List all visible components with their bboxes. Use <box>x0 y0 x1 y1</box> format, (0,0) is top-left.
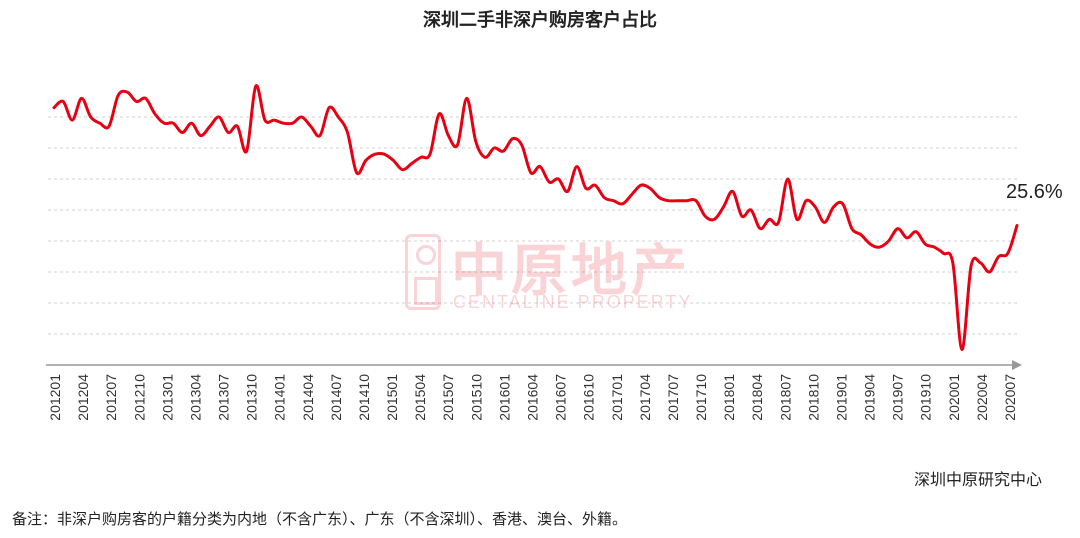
x-tick-label: 201307 <box>216 374 232 421</box>
series-line <box>52 84 1019 352</box>
x-tick-label: 201804 <box>749 374 765 421</box>
x-tick-label: 201207 <box>103 374 119 421</box>
x-axis-arrow-icon <box>1012 360 1022 370</box>
x-tick-label: 201807 <box>777 374 793 421</box>
x-tick-label: 201910 <box>918 374 934 421</box>
x-tick-label: 201607 <box>553 374 569 421</box>
gridlines <box>48 116 1017 335</box>
x-tick-label: 201504 <box>412 374 428 421</box>
x-tick-label: 201610 <box>581 374 597 421</box>
x-tick-label: 201404 <box>300 374 316 421</box>
x-tick-label: 201304 <box>187 374 203 421</box>
x-tick-label: 201810 <box>805 374 821 421</box>
x-tick-label: 201707 <box>665 374 681 421</box>
x-tick-label: 201601 <box>496 374 512 421</box>
x-tick-label: 201704 <box>637 374 653 421</box>
last-value-label: 25.6% <box>1006 181 1063 203</box>
x-tick-label: 201701 <box>609 374 625 421</box>
x-tick-label: 201301 <box>159 374 175 421</box>
x-tick-label: 202001 <box>946 374 962 421</box>
source-label: 深圳中原研究中心 <box>913 470 1042 489</box>
x-tick-label: 201507 <box>440 374 456 421</box>
x-tick-label: 201510 <box>468 374 484 421</box>
chart-title: 深圳二手非深户购房客户占比 <box>423 10 657 31</box>
x-tick-label: 201201 <box>47 374 63 421</box>
x-tick-label: 201901 <box>833 374 849 421</box>
x-tick-label: 202004 <box>974 374 990 421</box>
x-tick-label: 201210 <box>131 374 147 421</box>
x-tick-label: 201204 <box>75 374 91 421</box>
x-tick-label: 201907 <box>890 374 906 421</box>
x-tick-label: 201904 <box>862 374 878 421</box>
x-tick-label: 201710 <box>693 374 709 421</box>
x-tick-label: 201604 <box>525 374 541 421</box>
x-axis <box>46 360 1022 370</box>
x-tick-label: 202007 <box>1002 374 1018 421</box>
x-tick-label: 201310 <box>244 374 260 421</box>
footnote: 备注：非深户购房客的户籍分类为内地（不含广东）、广东（不含深圳）、香港、澳台、外… <box>12 510 628 528</box>
x-tick-label: 201410 <box>356 374 372 421</box>
x-tick-label: 201401 <box>272 374 288 421</box>
x-tick-label: 201407 <box>328 374 344 421</box>
x-tick-labels: 201201 201204 201207 201210 201301 201304 2013… <box>47 374 1018 421</box>
x-tick-label: 201501 <box>384 374 400 421</box>
x-tick-label: 201801 <box>721 374 737 421</box>
